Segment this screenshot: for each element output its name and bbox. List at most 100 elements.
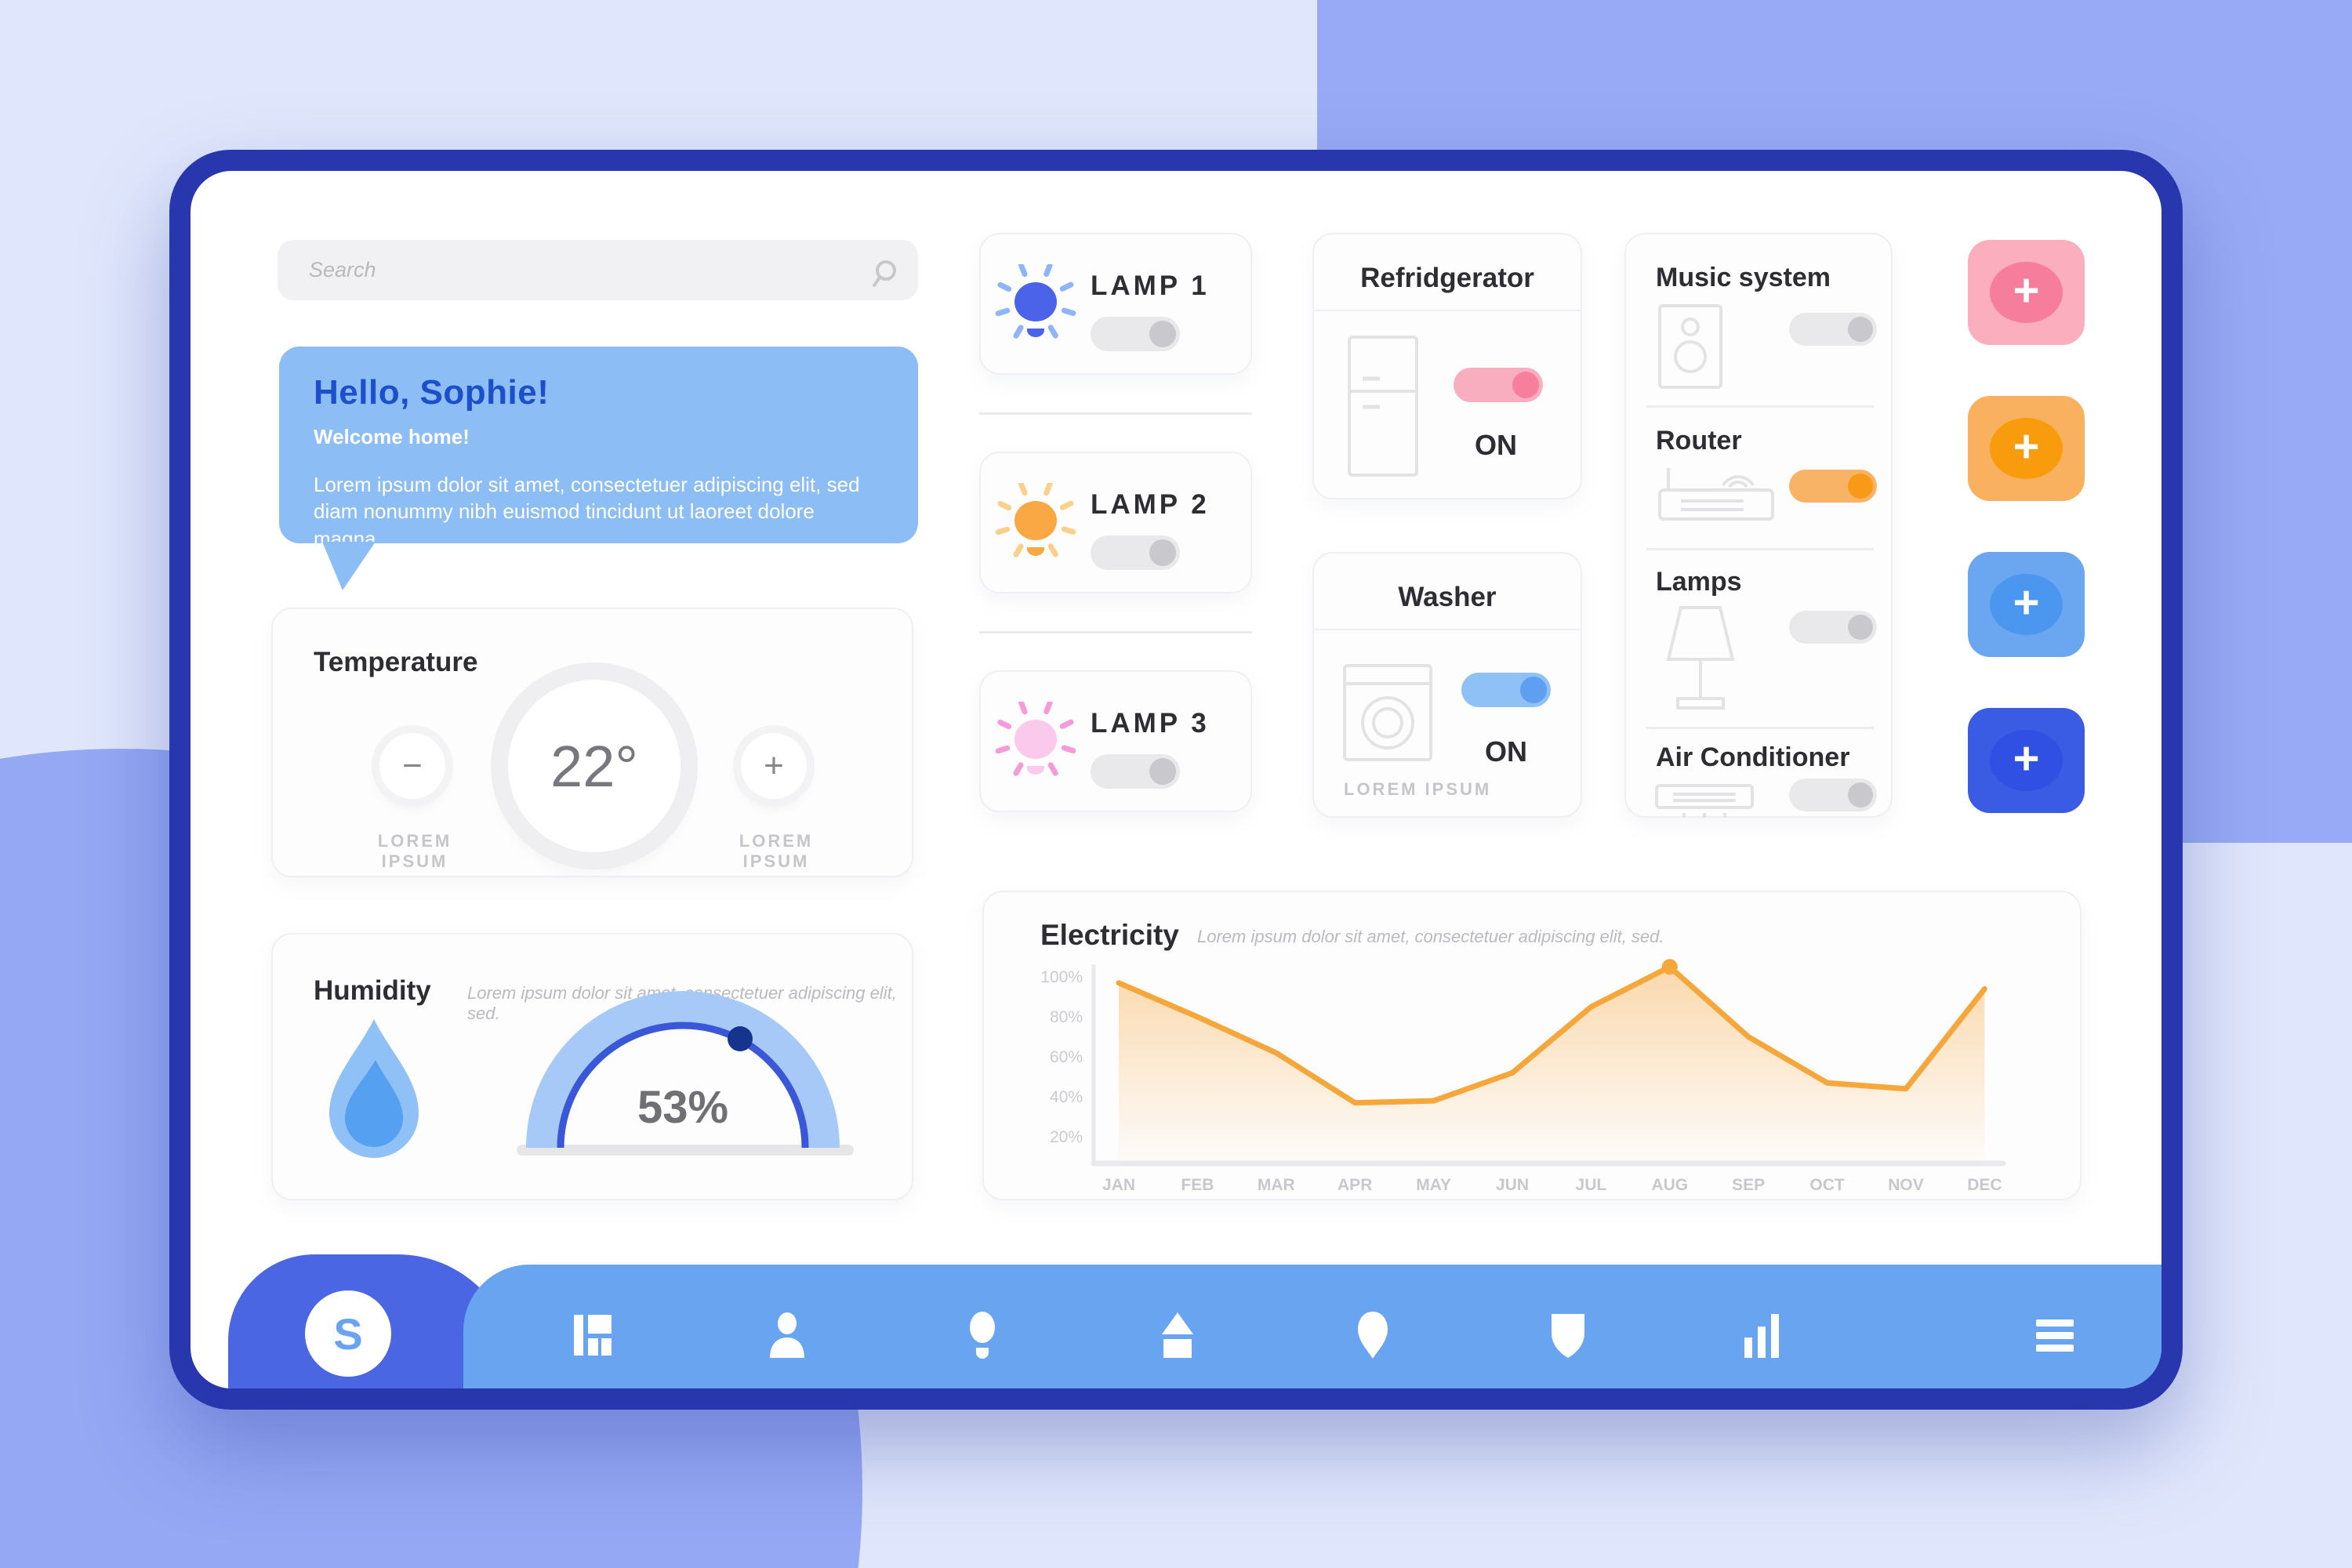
washer-card: Washer ON LOREM IPSUM [1312,552,1582,818]
temperature-card: Temperature − 22° + LOREM IPSUM LOREM IP… [271,608,913,877]
svg-text:NOV: NOV [1888,1176,1924,1194]
greeting-subtitle: Welcome home! [314,425,470,448]
svg-text:SEP: SEP [1732,1176,1765,1194]
toggle-knob [1848,782,1873,808]
lightbulb-icon[interactable] [959,1312,1006,1359]
user-icon[interactable] [764,1312,811,1359]
electricity-area-chart: 100% 80% 60% 40% 20% JAN FEB MAR APR MAY JUN JUL AUG… [1040,959,2006,1194]
plus-icon: + [2013,421,2040,472]
temperature-increase-button[interactable]: + [741,733,807,799]
lamp-3-toggle[interactable] [1091,754,1180,789]
svg-text:APR: APR [1338,1176,1372,1194]
svg-text:40%: 40% [1050,1088,1083,1106]
toggle-knob [1848,317,1873,342]
divider [1314,310,1581,311]
divider [1646,405,1874,408]
temperature-decrease-button[interactable]: − [379,733,445,799]
gauge-outer-arc [526,991,840,1149]
plus-circle: + [1990,730,2063,791]
music-system-toggle[interactable] [1789,313,1877,346]
greeting-title: Hello, Sophie! [314,373,550,412]
humidity-value: 53% [637,1082,728,1133]
plus-icon: + [2013,577,2040,628]
add-button-royal-blue[interactable]: + [1968,708,2085,813]
lamp-2-label: LAMP 2 [1091,489,1210,520]
washer-title: Washer [1398,582,1497,612]
humidity-title: Humidity [314,975,431,1006]
refrigerator-status: ON [1475,429,1517,461]
bar-chart-icon[interactable] [1739,1312,1786,1359]
gauge-base-bar [517,1145,854,1156]
divider [1646,727,1874,729]
router-icon [1657,465,1775,525]
search-input[interactable] [278,240,918,300]
temperature-value: 22° [550,733,638,799]
add-button-light-blue[interactable]: + [1968,552,2085,657]
app-logo[interactable]: S [305,1290,391,1377]
svg-text:JAN: JAN [1102,1176,1135,1194]
device-music-label: Music system [1656,263,1831,292]
svg-text:OCT: OCT [1809,1176,1845,1194]
lamps-toggle[interactable] [1789,611,1877,644]
toggle-knob [1149,758,1176,785]
washer-toggle[interactable] [1461,673,1551,707]
menu-icon[interactable] [2031,1312,2078,1359]
washer-caption: LOREM IPSUM [1344,779,1492,799]
greeting-speech-tail [322,542,376,590]
svg-text:DEC: DEC [1967,1176,2002,1194]
svg-text:80%: 80% [1050,1008,1083,1026]
refrigerator-toggle[interactable] [1454,368,1543,402]
lamp-3-card: LAMP 3 [979,670,1252,812]
dashboard-panel: Hello, Sophie! Welcome home! Lorem ipsum… [191,171,2161,1388]
temperature-dial: 22° [508,680,681,852]
washer-status: ON [1485,735,1527,768]
svg-text:AUG: AUG [1651,1176,1688,1194]
air-conditioner-toggle[interactable] [1789,779,1877,811]
gauge-value-arc [557,1022,809,1149]
search-icon[interactable] [866,257,901,296]
tablet-frame: Hello, Sophie! Welcome home! Lorem ipsum… [169,150,2183,1410]
humidity-gauge: 53% [329,991,854,1158]
electricity-subtitle: Lorem ipsum dolor sit amet, consectetuer… [1197,927,1664,946]
temperature-title: Temperature [314,647,478,677]
add-button-pink[interactable]: + [1968,240,2085,345]
lamp-3-label: LAMP 3 [1091,708,1210,739]
device-lamps-label: Lamps [1656,567,1742,597]
svg-text:FEB: FEB [1181,1176,1214,1194]
lamp-3-bulb-icon [995,699,1076,792]
location-pin-icon[interactable] [1349,1312,1396,1359]
home-icon[interactable] [1154,1312,1201,1359]
lamp-2-bulb-icon [995,481,1076,573]
dashboard-grid-icon[interactable] [569,1312,616,1359]
lamp-icon [1657,604,1744,718]
lamp-1-card: LAMP 1 [979,233,1252,375]
plus-icon: + [2013,265,2040,316]
washer-icon [1342,663,1433,766]
lamp-1-label: LAMP 1 [1091,270,1210,301]
lamp-1-toggle[interactable] [1091,317,1180,351]
gauge-handle[interactable] [728,1026,753,1051]
add-button-orange[interactable]: + [1968,396,2085,501]
device-router-label: Router [1656,426,1742,456]
divider [979,631,1252,633]
temperature-plus-caption: LOREM IPSUM [739,831,814,871]
temperature-minus-caption: LOREM IPSUM [377,831,452,871]
refrigerator-title: Refridgerator [1360,263,1534,293]
svg-text:MAY: MAY [1416,1176,1451,1194]
svg-text:JUN: JUN [1496,1176,1529,1194]
plus-circle: + [1990,262,2063,323]
humidity-card: Humidity Lorem ipsum dolor sit amet, con… [271,933,913,1200]
greeting-card: Hello, Sophie! Welcome home! Lorem ipsum… [279,347,918,550]
plus-circle: + [1990,418,2063,479]
lamp-2-toggle[interactable] [1091,535,1180,570]
svg-text:60%: 60% [1050,1048,1083,1066]
svg-text:JUL: JUL [1576,1176,1607,1194]
toggle-knob [1848,615,1873,640]
toggle-knob [1512,372,1539,398]
electricity-card: Electricity Lorem ipsum dolor sit amet, … [982,891,2082,1200]
plus-circle: + [1990,574,2063,635]
shield-icon[interactable] [1544,1312,1592,1359]
ac-icon [1654,783,1755,823]
router-toggle[interactable] [1789,470,1877,503]
divider [1314,629,1581,630]
